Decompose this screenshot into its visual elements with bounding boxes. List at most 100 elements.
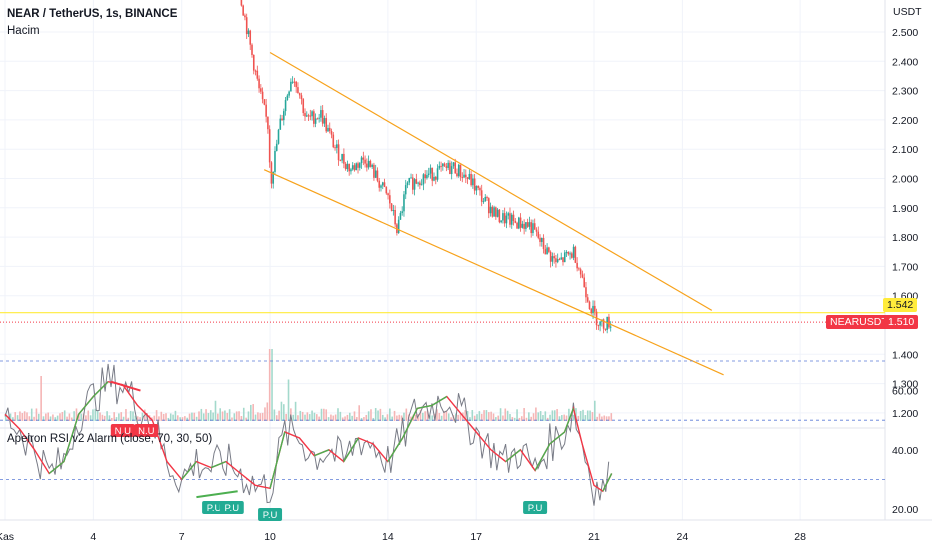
signal-label: P.U bbox=[207, 503, 222, 514]
bull-signal-marker: P.U bbox=[523, 501, 548, 514]
volume-bar bbox=[61, 411, 64, 421]
volume-bar bbox=[422, 412, 424, 421]
volume-bar bbox=[374, 408, 377, 421]
candle-body bbox=[572, 246, 575, 258]
volume-bar bbox=[537, 412, 540, 421]
volume-bar bbox=[360, 417, 363, 421]
volume-bar bbox=[511, 417, 514, 421]
candle-body bbox=[556, 259, 559, 263]
volume-bar bbox=[266, 402, 269, 421]
volume-bar bbox=[525, 417, 528, 421]
candle-body bbox=[463, 174, 465, 178]
volume-bar bbox=[591, 412, 594, 421]
candle-body bbox=[442, 163, 444, 167]
volume-bar bbox=[172, 414, 174, 421]
candle-body bbox=[523, 223, 525, 229]
volume-bar bbox=[99, 412, 101, 421]
candle-body bbox=[240, 0, 243, 6]
volume-bar bbox=[103, 415, 106, 421]
candle-body bbox=[364, 159, 366, 164]
rsi-tick-label: 60.00 bbox=[892, 386, 918, 398]
volume-bar bbox=[504, 408, 507, 421]
volume-bar bbox=[186, 417, 189, 421]
volume-label: Hacim bbox=[7, 25, 40, 37]
rsi-up-segment bbox=[92, 381, 109, 398]
volume-bar bbox=[228, 409, 231, 421]
volume-bar bbox=[337, 408, 339, 421]
candle-body bbox=[514, 220, 517, 223]
volume-bar bbox=[37, 413, 40, 421]
candle-body bbox=[468, 173, 471, 180]
candle-body bbox=[383, 182, 386, 187]
volume-bar bbox=[125, 409, 127, 421]
volume-bar bbox=[315, 414, 318, 421]
volume-bar bbox=[30, 408, 33, 421]
candle-body bbox=[304, 113, 306, 117]
volume-bar bbox=[348, 412, 351, 421]
candle-body bbox=[443, 163, 446, 167]
candle-body bbox=[401, 211, 403, 213]
candle-body bbox=[590, 309, 593, 314]
candle-body bbox=[355, 163, 358, 171]
volume-bar bbox=[584, 415, 587, 421]
volume-bar bbox=[101, 414, 104, 421]
volume-bar bbox=[176, 415, 179, 421]
candle-body bbox=[532, 223, 534, 234]
candle-body bbox=[574, 246, 577, 263]
candle-body bbox=[576, 262, 578, 269]
candle-body bbox=[604, 328, 607, 330]
volume-bar bbox=[372, 417, 375, 421]
volume-bar bbox=[94, 408, 97, 421]
candle-body bbox=[300, 95, 303, 100]
candle-body bbox=[498, 209, 501, 223]
volume-bar bbox=[200, 408, 203, 421]
trendline-upper bbox=[269, 51, 713, 311]
volume-bar bbox=[115, 417, 118, 421]
candle-body bbox=[320, 110, 322, 118]
signal-badge bbox=[134, 424, 159, 437]
volume-bar bbox=[518, 417, 521, 421]
volume-bar bbox=[87, 410, 90, 421]
candle-body bbox=[330, 131, 333, 135]
volume-bar bbox=[304, 414, 306, 421]
volume-bar bbox=[553, 410, 556, 421]
candle-body bbox=[597, 325, 600, 327]
rsi-line bbox=[4, 363, 610, 506]
volume-bar bbox=[579, 410, 582, 421]
volume-bar bbox=[118, 413, 120, 421]
volume-bar bbox=[327, 417, 330, 421]
price-tick-label: 1.400 bbox=[892, 349, 918, 361]
rsi-up-segment bbox=[505, 449, 521, 463]
volume-bar bbox=[205, 409, 207, 421]
candle-body bbox=[537, 231, 540, 238]
rsi-up-segment bbox=[313, 449, 330, 457]
candle-body bbox=[268, 129, 271, 163]
candle-body bbox=[328, 127, 331, 132]
volume-bar bbox=[313, 412, 316, 421]
candle-body bbox=[586, 297, 589, 302]
volume-bar bbox=[358, 405, 360, 421]
volume-bar bbox=[238, 411, 240, 421]
candle-body bbox=[309, 115, 312, 117]
candle-body bbox=[366, 163, 368, 168]
candle-body bbox=[436, 168, 439, 180]
volume-bar bbox=[247, 411, 250, 421]
volume-bar bbox=[12, 417, 14, 421]
volume-bar bbox=[33, 416, 35, 421]
candle-body bbox=[291, 81, 294, 83]
volume-bar bbox=[381, 414, 384, 421]
candle-body bbox=[344, 163, 347, 170]
candle-body bbox=[373, 164, 375, 178]
volume-bar bbox=[217, 413, 219, 421]
price-tick-label: 2.500 bbox=[892, 27, 918, 39]
candle-body bbox=[465, 174, 467, 178]
volume-bar bbox=[558, 416, 561, 421]
candle-body bbox=[314, 118, 317, 124]
volume-bar bbox=[233, 413, 236, 421]
rsi-indicator-title[interactable]: Apeiron RSI v2 Alarm (close, 70, 30, 50) bbox=[7, 433, 213, 445]
volume-bar bbox=[598, 413, 601, 421]
volume-bar bbox=[242, 407, 245, 421]
volume-bar bbox=[134, 415, 137, 421]
volume-bar bbox=[106, 411, 108, 421]
